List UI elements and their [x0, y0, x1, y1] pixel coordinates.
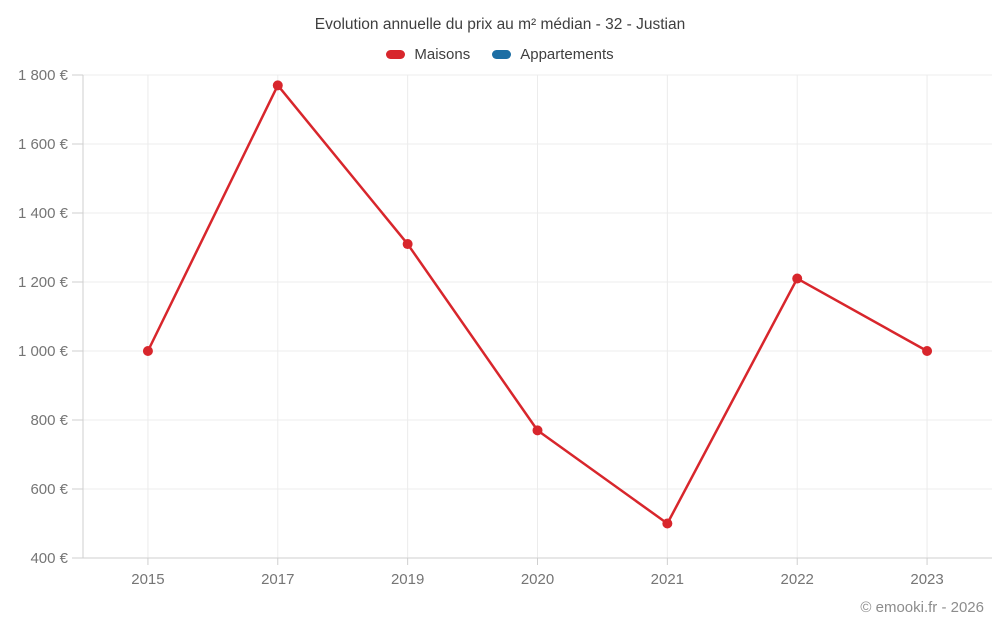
x-tick-label: 2017 — [261, 571, 294, 588]
copyright-watermark: © emooki.fr - 2026 — [860, 599, 984, 616]
legend-item-maisons[interactable]: Maisons — [386, 46, 470, 63]
y-tick-label: 1 800 € — [18, 67, 69, 84]
x-tick-label: 2019 — [391, 571, 424, 588]
legend-item-appartements[interactable]: Appartements — [492, 46, 614, 63]
x-tick-label: 2023 — [910, 571, 943, 588]
data-point-maisons-2023[interactable] — [922, 346, 933, 356]
legend-marker-appartements — [492, 50, 512, 59]
data-point-maisons-2020[interactable] — [532, 425, 543, 436]
y-tick-label: 1 400 € — [18, 205, 69, 222]
x-tick-label: 2015 — [131, 571, 164, 588]
legend-label: Appartements — [520, 46, 614, 63]
y-tick-label: 1 600 € — [18, 136, 69, 153]
chart-title: Evolution annuelle du prix au m² médian … — [314, 16, 686, 33]
y-tick-label: 600 € — [30, 481, 68, 498]
legend-marker-maisons — [386, 50, 406, 59]
data-point-maisons-2019[interactable] — [402, 239, 413, 250]
data-point-maisons-2022[interactable] — [792, 273, 803, 284]
x-tick-label: 2020 — [521, 571, 554, 588]
y-tick-label: 1 000 € — [18, 343, 69, 360]
y-tick-label: 800 € — [30, 412, 68, 429]
data-point-maisons-2021[interactable] — [662, 518, 673, 529]
legend-label: Maisons — [414, 46, 471, 63]
data-point-maisons-2015[interactable] — [142, 346, 153, 356]
data-point-maisons-2017[interactable] — [272, 80, 283, 91]
x-tick-label: 2022 — [781, 571, 814, 588]
chart-legend: Maisons Appartements — [0, 46, 1000, 63]
y-tick-label: 1 200 € — [18, 274, 69, 291]
x-tick-label: 2021 — [651, 571, 684, 588]
y-tick-label: 400 € — [30, 550, 68, 567]
